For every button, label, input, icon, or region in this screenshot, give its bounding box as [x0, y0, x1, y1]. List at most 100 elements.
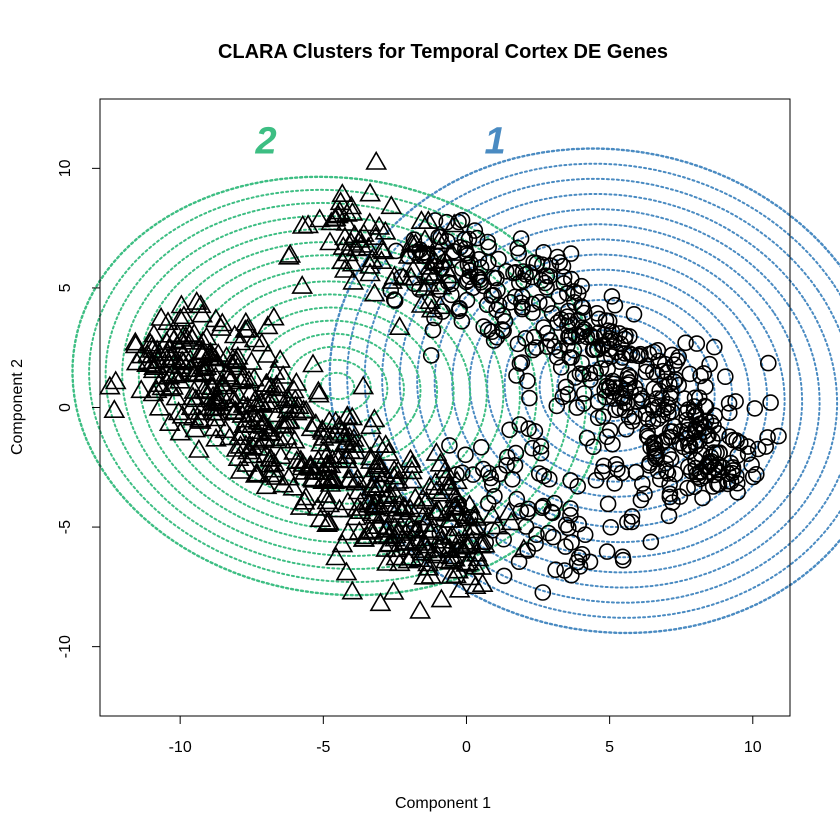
cluster-2-point	[225, 350, 248, 370]
cluster-2-point	[293, 490, 316, 510]
cluster-1-point	[562, 270, 580, 288]
cluster-1-point	[496, 312, 514, 330]
cluster-2-point	[225, 437, 248, 457]
cluster-2-point	[340, 231, 363, 251]
cluster-1-point	[527, 339, 545, 356]
cluster-2-point	[259, 421, 282, 441]
cluster-1-point	[550, 287, 568, 305]
cluster-1-point	[511, 416, 529, 433]
cluster-1-point	[679, 479, 696, 497]
cluster-1-point	[540, 524, 557, 542]
cluster-2-point	[304, 460, 327, 480]
cluster-2-point	[356, 525, 379, 545]
cluster-2-point	[443, 213, 466, 233]
cluster-2-point	[456, 535, 478, 555]
cluster-1-point	[575, 395, 592, 412]
cluster-1-point	[762, 394, 779, 411]
cluster-1-point	[525, 328, 543, 346]
cluster-1-point	[581, 364, 599, 382]
cluster-1-point	[632, 491, 650, 509]
cluster-1-point	[746, 400, 764, 417]
cluster-1-point	[647, 447, 665, 465]
cluster-1-label: 1	[485, 121, 506, 163]
cluster-2-point	[438, 264, 461, 284]
cluster-1-point	[662, 451, 680, 468]
cluster-2-point	[229, 331, 252, 351]
cluster-2-point	[324, 410, 347, 430]
cluster-2-point	[342, 270, 365, 290]
cluster-2-point	[165, 386, 188, 406]
cluster-2-point	[447, 559, 469, 579]
cluster-1-point	[490, 250, 507, 268]
cluster-1-point	[627, 463, 645, 481]
cluster-2-point	[429, 452, 452, 472]
cluster-1-point	[743, 456, 760, 474]
cluster-2-point	[308, 208, 331, 228]
cluster-2-point	[130, 379, 153, 399]
cluster-2-point	[430, 482, 453, 502]
cluster-2-point	[365, 150, 388, 170]
cluster-2-point	[401, 460, 423, 480]
cluster-2-point	[104, 370, 127, 390]
x-axis-label: Component 1	[395, 795, 491, 812]
cluster-1-point	[587, 471, 605, 489]
cluster-2-point	[263, 458, 286, 478]
cluster-2-point	[406, 519, 428, 539]
cluster-2-point	[380, 195, 403, 215]
cluster-1-point	[589, 341, 607, 358]
cluster-2-point	[325, 546, 347, 566]
cluster-1-point	[623, 508, 641, 525]
cluster-1-point	[585, 438, 602, 456]
cluster-1-point	[405, 231, 423, 248]
cluster-2-point	[184, 418, 207, 438]
cluster-1-point	[540, 470, 558, 488]
cluster-1-point	[633, 390, 651, 407]
cluster-2-point	[277, 394, 300, 414]
cluster-2-point	[397, 244, 420, 264]
cluster-1-point	[510, 553, 528, 571]
cluster-1-point	[716, 368, 734, 386]
cluster-2-point	[203, 417, 226, 437]
cluster-2-point	[385, 546, 408, 566]
cluster-2-point	[409, 599, 431, 619]
cluster-1-point	[645, 343, 663, 361]
cluster-2-point	[331, 250, 353, 269]
cluster-2-point	[464, 516, 487, 536]
cluster-1-point	[386, 292, 404, 309]
y-tick-label: -5	[57, 520, 74, 534]
cluster-2-point	[203, 391, 226, 411]
cluster-1-point	[660, 429, 677, 446]
cluster-1-point	[457, 245, 475, 262]
cluster-2-point	[204, 387, 227, 407]
scatter-points	[98, 150, 787, 619]
cluster-1-point	[433, 303, 451, 320]
cluster-2-point	[181, 327, 204, 347]
cluster-2-point	[189, 294, 212, 314]
x-tick-label: 10	[744, 739, 762, 756]
cluster-2-point	[360, 476, 383, 496]
cluster-2-point	[220, 367, 243, 387]
cluster-1-point	[495, 322, 512, 340]
cluster-1-point	[611, 399, 628, 417]
cluster-2-point	[450, 534, 472, 554]
cluster-2-point	[211, 312, 234, 332]
cluster-2-point	[312, 470, 335, 489]
cluster-2-point	[470, 534, 492, 554]
cluster-2-point	[439, 550, 461, 570]
cluster-2-point	[156, 341, 179, 361]
cluster-2-point	[393, 507, 416, 527]
cluster-1-point	[661, 475, 678, 493]
cluster-2-point	[229, 459, 252, 479]
cluster-2-point	[367, 515, 390, 534]
cluster-1-point	[457, 446, 474, 464]
cluster-2-point	[470, 555, 493, 575]
cluster-2-point	[358, 519, 381, 539]
cluster-2-point	[435, 502, 458, 522]
cluster-2-point	[458, 494, 481, 514]
cluster-2-point	[143, 356, 165, 375]
cluster-1-point	[474, 460, 492, 478]
cluster-2-point	[198, 343, 221, 363]
cluster-2-point	[283, 379, 305, 399]
y-axis-label: Component 2	[9, 359, 26, 455]
